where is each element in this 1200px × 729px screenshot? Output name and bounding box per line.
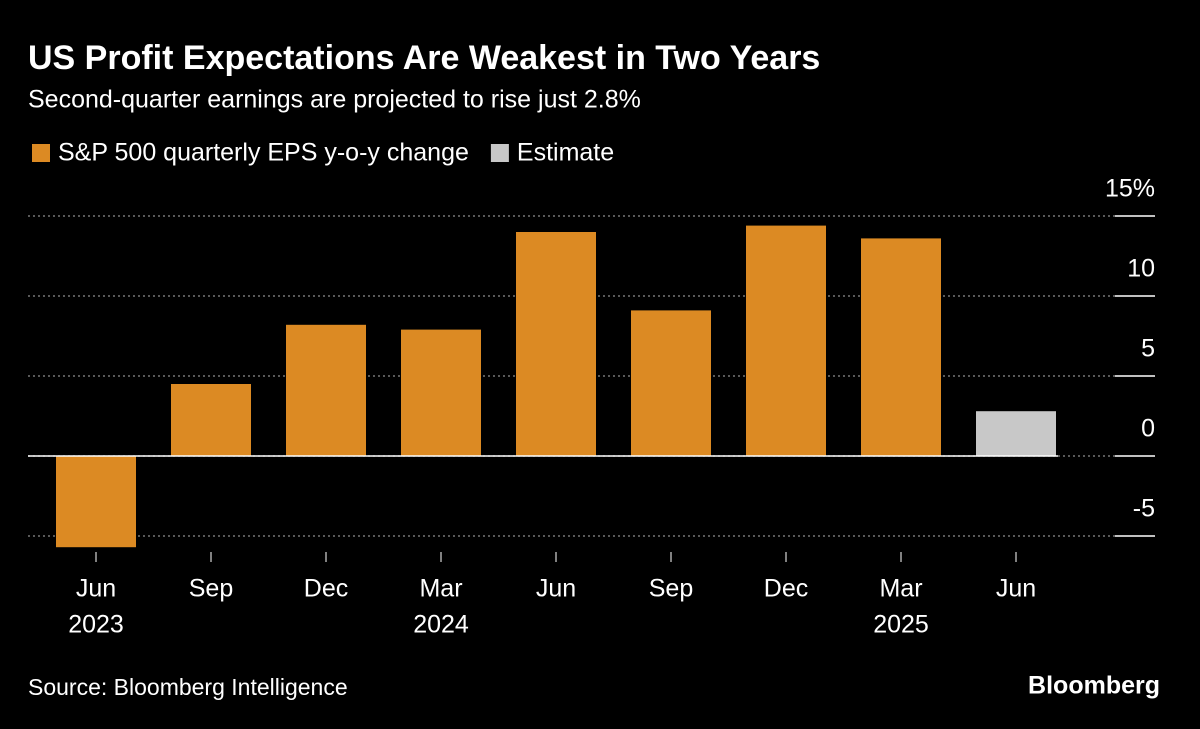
x-tick-label: Mar [419, 575, 462, 603]
source: Source: Bloomberg Intelligence [28, 674, 348, 700]
y-tick-label: 10 [1127, 255, 1155, 283]
chart-title: US Profit Expectations Are Weakest in Tw… [28, 39, 820, 77]
y-tick-label: 0 [1141, 415, 1155, 443]
x-tick-label: Mar [879, 575, 922, 603]
x-tick-label: Sep [649, 575, 693, 603]
bar [746, 225, 826, 456]
bar [631, 310, 711, 456]
y-tick-label: -5 [1133, 495, 1155, 523]
bar [286, 324, 366, 456]
x-tick-label: Dec [304, 575, 348, 603]
x-tick-label: 2025 [873, 611, 929, 639]
x-tick-label: Sep [189, 575, 233, 603]
bar [976, 411, 1056, 456]
chart-subtitle: Second-quarter earnings are projected to… [28, 86, 641, 114]
y-tick-label: 15% [1105, 175, 1155, 203]
x-tick-label: 2024 [413, 611, 469, 639]
legend-label: S&P 500 quarterly EPS y-o-y change [58, 139, 469, 167]
bar [516, 232, 596, 456]
bar [171, 384, 251, 456]
x-tick-label: Jun [536, 575, 576, 603]
bar [56, 456, 136, 548]
bar [401, 329, 481, 456]
legend-swatch [32, 144, 50, 162]
legend-label: Estimate [517, 139, 614, 167]
y-tick-label: 5 [1141, 335, 1155, 363]
brand: Bloomberg [1028, 672, 1160, 700]
x-tick-label: Dec [764, 575, 808, 603]
x-tick-label: Jun [996, 575, 1036, 603]
bar [861, 238, 941, 456]
x-tick-label: Jun [76, 575, 116, 603]
x-tick-label: 2023 [68, 611, 124, 639]
legend-swatch [490, 144, 509, 162]
